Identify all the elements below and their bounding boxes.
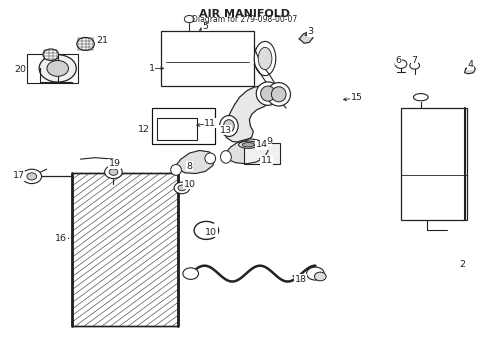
Text: 10: 10: [205, 228, 217, 237]
Polygon shape: [224, 139, 267, 164]
Text: 16: 16: [55, 234, 67, 243]
Text: 11: 11: [204, 119, 216, 128]
Circle shape: [174, 182, 189, 194]
Circle shape: [314, 272, 325, 281]
Bar: [244, 143, 279, 164]
Bar: [72, 173, 177, 326]
Circle shape: [178, 185, 185, 191]
Ellipse shape: [412, 94, 427, 101]
Text: 17: 17: [13, 171, 24, 180]
Polygon shape: [299, 32, 312, 43]
Text: 7: 7: [411, 56, 417, 65]
Circle shape: [409, 62, 419, 69]
Circle shape: [394, 60, 406, 68]
Text: 19: 19: [109, 159, 121, 168]
Text: 11: 11: [260, 156, 272, 165]
Text: 15: 15: [350, 94, 362, 103]
Ellipse shape: [260, 86, 275, 101]
Text: 4: 4: [467, 60, 473, 69]
Text: 14: 14: [255, 140, 267, 149]
Circle shape: [104, 166, 122, 179]
Text: 3: 3: [307, 27, 313, 36]
Text: 8: 8: [186, 162, 192, 171]
Ellipse shape: [256, 82, 279, 105]
Ellipse shape: [204, 153, 215, 164]
Circle shape: [27, 173, 37, 180]
Ellipse shape: [271, 87, 285, 102]
Text: 2: 2: [458, 260, 464, 269]
Bar: [27, 54, 78, 83]
Bar: [161, 31, 254, 86]
Bar: [72, 173, 177, 326]
Circle shape: [22, 169, 41, 184]
Text: 5: 5: [202, 22, 208, 31]
Text: 18: 18: [294, 275, 306, 284]
Circle shape: [77, 37, 94, 50]
Bar: [400, 108, 466, 220]
Text: AIR MANIFOLD: AIR MANIFOLD: [199, 9, 289, 19]
Text: 20: 20: [15, 65, 26, 74]
Text: 10: 10: [183, 180, 195, 189]
Polygon shape: [464, 66, 474, 74]
Polygon shape: [174, 150, 215, 174]
Circle shape: [39, 55, 76, 82]
Ellipse shape: [258, 48, 271, 70]
Bar: [157, 118, 196, 140]
Ellipse shape: [219, 116, 238, 136]
Text: 21: 21: [97, 36, 108, 45]
Circle shape: [184, 15, 194, 23]
Text: 12: 12: [138, 125, 150, 134]
Ellipse shape: [170, 165, 181, 175]
Ellipse shape: [266, 83, 290, 106]
Text: 9: 9: [265, 137, 271, 146]
Circle shape: [43, 49, 59, 60]
Circle shape: [47, 60, 68, 76]
Text: Diagram for 279-098-00-07: Diagram for 279-098-00-07: [191, 15, 297, 24]
Circle shape: [109, 169, 118, 175]
Bar: [151, 108, 215, 144]
Circle shape: [183, 268, 198, 279]
Ellipse shape: [223, 120, 234, 132]
Circle shape: [306, 267, 324, 280]
Polygon shape: [224, 86, 274, 142]
Ellipse shape: [238, 141, 258, 148]
Ellipse shape: [242, 143, 254, 147]
Ellipse shape: [220, 151, 231, 163]
Text: 1: 1: [148, 64, 154, 73]
Text: 13: 13: [220, 126, 231, 135]
Ellipse shape: [254, 41, 275, 76]
Text: 6: 6: [395, 56, 401, 65]
